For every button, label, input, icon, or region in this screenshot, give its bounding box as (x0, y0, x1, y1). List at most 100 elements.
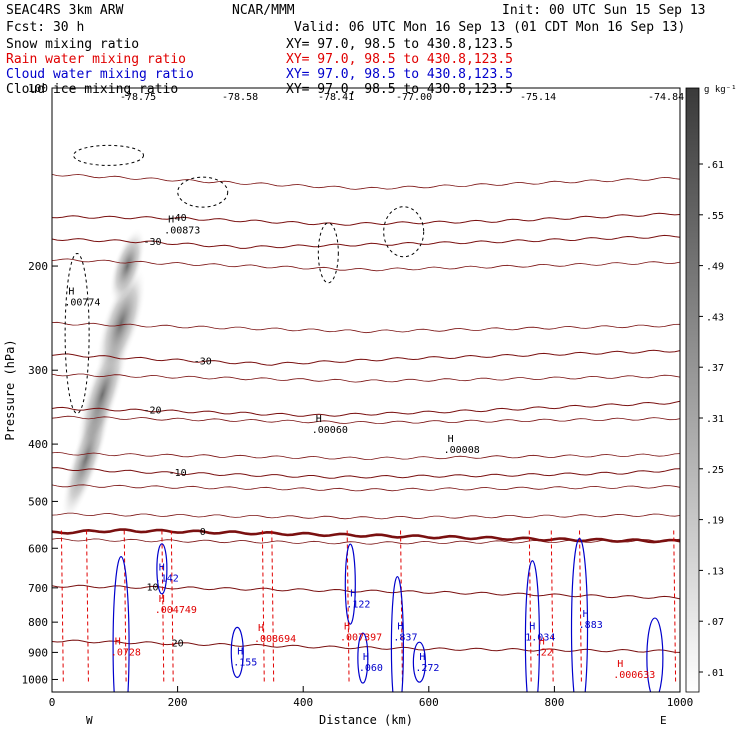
peak-marker: H (419, 652, 425, 663)
temperature-contour-line (52, 373, 680, 383)
colorbar-label: .19 (706, 516, 724, 527)
temperature-contour-line (52, 212, 680, 226)
x-tick-label: 200 (168, 696, 188, 709)
temperature-contour-line (52, 234, 680, 249)
peak-value-label: .837 (393, 633, 417, 644)
peak-value-label: .122 (346, 600, 370, 611)
axes: 0 200 400 600 800 100010020030040050060070080… (22, 82, 694, 709)
snow-shading (61, 227, 147, 524)
fcst-label: Fcst: 30 h (6, 20, 84, 35)
rain-contour-line (579, 530, 582, 683)
y-tick-label: 400 (28, 438, 48, 451)
field-xy-rain: XY= 97.0, 98.5 to 430.8,123.5 (286, 52, 513, 67)
cloudice-contour-line (383, 206, 425, 258)
peak-marker: H (316, 414, 322, 425)
colorbar-label: .07 (706, 617, 724, 628)
cloudwater-contour-line (412, 641, 426, 683)
peak-marker: H (68, 286, 74, 297)
field-name-rain: Rain water mixing ratio (6, 52, 186, 67)
cloudwater-contour-line (357, 632, 369, 684)
y-tick-label: 900 (28, 646, 48, 659)
temperature-contour-line (52, 467, 680, 479)
peak-value-label: .22 (535, 648, 553, 659)
peak-value-label: .004749 (155, 605, 197, 616)
cloudwater-contour-line (156, 543, 168, 595)
temperature-contour-line (52, 415, 680, 425)
peak-value-label: .142 (155, 574, 179, 585)
temperature-contour-label: 0 (200, 527, 206, 538)
init-label: Init: 00 UTC Sun 15 Sep 13 (502, 3, 706, 18)
rain-contour-line (550, 530, 554, 683)
y-tick-label: 700 (28, 582, 48, 595)
colorbar-label: .01 (706, 668, 724, 679)
temperature-top-label: -78.41 (318, 92, 354, 103)
peak-value-label: .060 (359, 663, 383, 674)
colorbar-label: .31 (706, 414, 724, 425)
temperature-contour-label: -30 (194, 356, 212, 367)
field-xy-snow: XY= 97.0, 98.5 to 430.8,123.5 (286, 37, 513, 52)
field-xy-cloudwater: XY= 97.0, 98.5 to 430.8,123.5 (286, 67, 513, 82)
y-axis-title: Pressure (hPa) (3, 339, 17, 440)
peak-value-label: .000633 (613, 670, 655, 681)
plot-frame (51, 87, 681, 693)
temperature-contour-line (52, 349, 680, 366)
rain-contour-line (400, 530, 403, 683)
field-name-snow: Snow mixing ratio (6, 37, 139, 52)
rain-contour-line (123, 530, 127, 683)
cloudwater-contours (112, 537, 664, 692)
y-tick-label: 200 (28, 260, 48, 273)
temperature-top-labels: -78.75-78.58-78.41-77.00-75.14-74.84-74.… (120, 92, 684, 103)
colorbar-label: .37 (706, 363, 724, 374)
temperature-contour-line (52, 321, 680, 334)
cloudice-contour-line (317, 222, 339, 284)
org-label: NCAR/MMM (232, 3, 295, 18)
endpoint-right: E (660, 714, 667, 727)
temperature-contour-line (52, 400, 680, 417)
rain-contour-line (528, 530, 532, 683)
colorbar-labels: .61 .55 .49 .43 .37 .31 .25 .19 .13 .07 .01 (699, 160, 724, 679)
x-tick-label: 0 (49, 696, 56, 709)
cloudice-contour-line (73, 144, 145, 166)
peak-marker: H (617, 659, 623, 670)
y-tick-label: 800 (28, 616, 48, 629)
cloudwater-contour-line (524, 560, 541, 692)
x-tick-label: 600 (419, 696, 439, 709)
temperature-contour-line (52, 512, 680, 520)
colorbar-unit: g kg⁻¹ (704, 85, 737, 95)
peak-marker: H (168, 214, 174, 225)
cloudice-contour-line (177, 176, 229, 208)
temperature-top-label: -74.84 (648, 92, 684, 103)
temperature-contour-line (52, 258, 680, 272)
peak-marker: H (539, 637, 545, 648)
peak-value-label: .272 (415, 663, 439, 674)
peak-value-label: .00060 (312, 425, 348, 436)
temperature-contour-label: 10 (146, 582, 158, 593)
colorbar-label: .13 (706, 566, 724, 577)
snow-shade-blob (109, 227, 146, 305)
peak-marker: H (397, 622, 403, 633)
rain-contours (60, 530, 677, 683)
valid-label: Valid: 06 UTC Mon 16 Sep 13 (01 CDT Mon … (294, 20, 685, 35)
cloudwater-contour-line (344, 543, 356, 625)
temperature-contour-line (52, 639, 680, 653)
peak-value-label: .883 (579, 620, 603, 631)
peak-value-label: .00873 (164, 225, 200, 236)
peak-marker: H (344, 622, 350, 633)
temperature-contour-label: -40 (169, 213, 187, 224)
peak-marker: H (237, 647, 243, 658)
peak-marker: H (363, 652, 369, 663)
model-label: SEAC4RS 3km ARW (6, 3, 124, 18)
peak-value-label: .155 (233, 658, 257, 669)
y-tick-label: 300 (28, 364, 48, 377)
temperature-contour-line (52, 538, 680, 545)
field-xy-cloudice: XY= 97.0, 98.5 to 430.8,123.5 (286, 82, 513, 97)
peak-value-label: 1.034 (525, 633, 555, 644)
rain-contour-line (673, 530, 677, 683)
rain-contour-line (86, 530, 89, 683)
temperature-contour-label: -20 (143, 406, 161, 417)
peak-marker: H (448, 434, 454, 445)
temperature-top-label: -77.00 (396, 92, 432, 103)
temperature-contours: -30 -40 -30 -20 -10 0 10 20 (52, 174, 680, 653)
